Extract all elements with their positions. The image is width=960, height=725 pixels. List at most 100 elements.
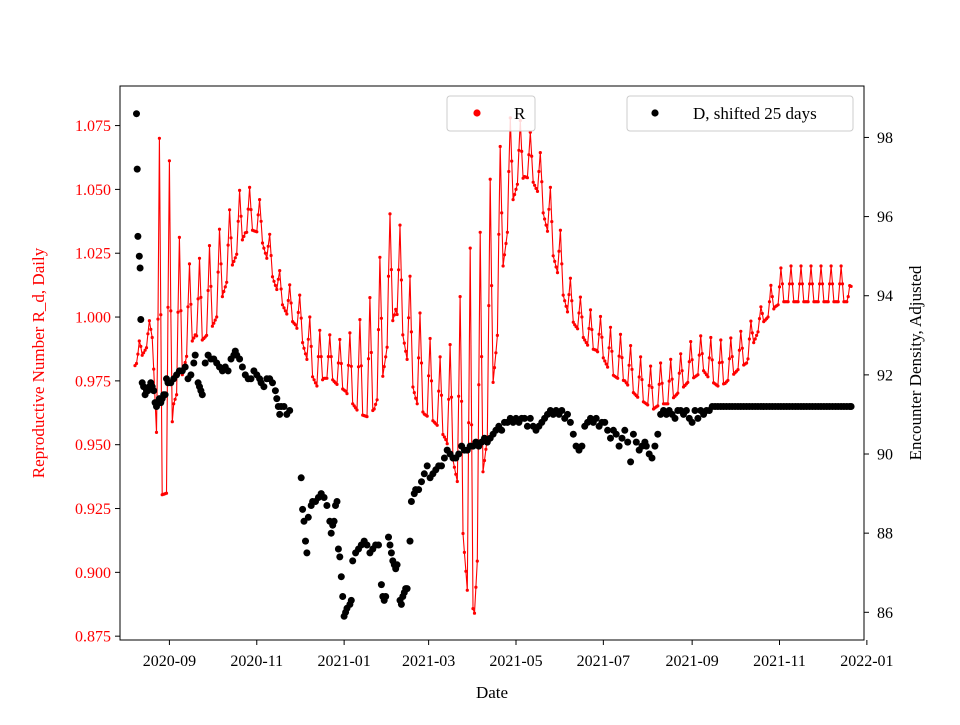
r-point [840,282,845,286]
d-point [407,498,415,505]
r-point [818,282,822,286]
left-y-tick-label: 0.925 [75,501,111,518]
r-point [790,282,795,286]
r-point [402,341,406,345]
d-point [133,110,140,118]
r-point [560,262,564,266]
r-point [179,309,183,313]
r-point [533,183,537,187]
r-point [776,303,780,307]
r-point [146,332,150,336]
r-point [401,333,405,337]
r-point [258,198,262,202]
r-point [359,364,363,368]
r-point [150,335,154,340]
r-point [588,308,593,312]
r-point [414,396,418,400]
d-point [604,426,612,434]
r-point [501,264,505,268]
right-y-tick-label: 94 [877,288,893,305]
r-point [397,268,401,272]
d-point [273,395,281,403]
d-point [558,407,566,414]
r-point [737,348,742,352]
r-point [449,395,454,399]
r-point [219,262,223,266]
r-point [849,284,853,288]
r-point [670,377,674,381]
r-point [222,289,226,294]
r-point [395,312,399,317]
r-point [137,339,141,343]
r-point [457,394,461,398]
r-point [557,249,561,253]
d-point [347,596,355,604]
d-point [190,359,198,367]
r-point [232,259,236,263]
r-point [428,336,432,341]
r-point [710,358,714,362]
r-point [726,378,730,382]
r-point [495,333,499,337]
r-point [507,169,511,174]
r-point [418,311,422,315]
r-point [639,355,643,359]
d-point [415,486,423,494]
d-point [299,505,307,513]
d-point [498,426,506,434]
r-point [142,351,146,355]
d-point [269,379,276,387]
r-point [700,352,704,356]
r-point [534,186,538,190]
d-point [423,462,431,470]
r-point [820,282,825,286]
r-point [159,313,163,317]
r-point [514,187,518,191]
r-point [462,550,466,555]
r-point [196,297,200,301]
r-point [233,256,237,260]
r-point [235,252,239,256]
d-point [236,355,244,363]
left-y-tick-label: 1.075 [75,118,111,135]
d-point [618,434,626,442]
r-point [520,149,524,153]
r-point [437,389,441,393]
d-point [339,593,347,600]
r-point [225,280,229,284]
r-point [415,402,419,406]
r-point [186,305,190,309]
legend-r-marker [473,109,481,117]
x-tick-label: 2021-09 [665,653,718,670]
d-point [134,232,142,240]
left-y-tick-label: 1.000 [75,310,111,327]
r-point [308,315,312,319]
r-point [349,364,353,368]
d-point [136,264,144,272]
d-point [648,454,656,462]
r-point [779,266,783,270]
r-point [315,384,319,388]
r-point [580,315,584,319]
r-point [273,283,277,287]
r-point [156,317,160,321]
r-point [808,282,812,286]
d-point [276,410,284,418]
r-point [207,244,212,248]
r-point [149,327,153,331]
x-tick-label: 2021-11 [753,653,806,670]
r-point [319,355,323,359]
r-point [417,356,421,360]
r-point [441,432,445,437]
r-point [727,357,732,361]
r-point [720,360,724,364]
r-point [388,212,392,216]
d-point [337,573,345,581]
r-point [547,207,551,211]
r-point [147,319,151,323]
r-point [551,254,555,258]
r-point [630,367,634,371]
right-y-tick-label: 86 [877,605,893,622]
r-point [170,420,174,424]
